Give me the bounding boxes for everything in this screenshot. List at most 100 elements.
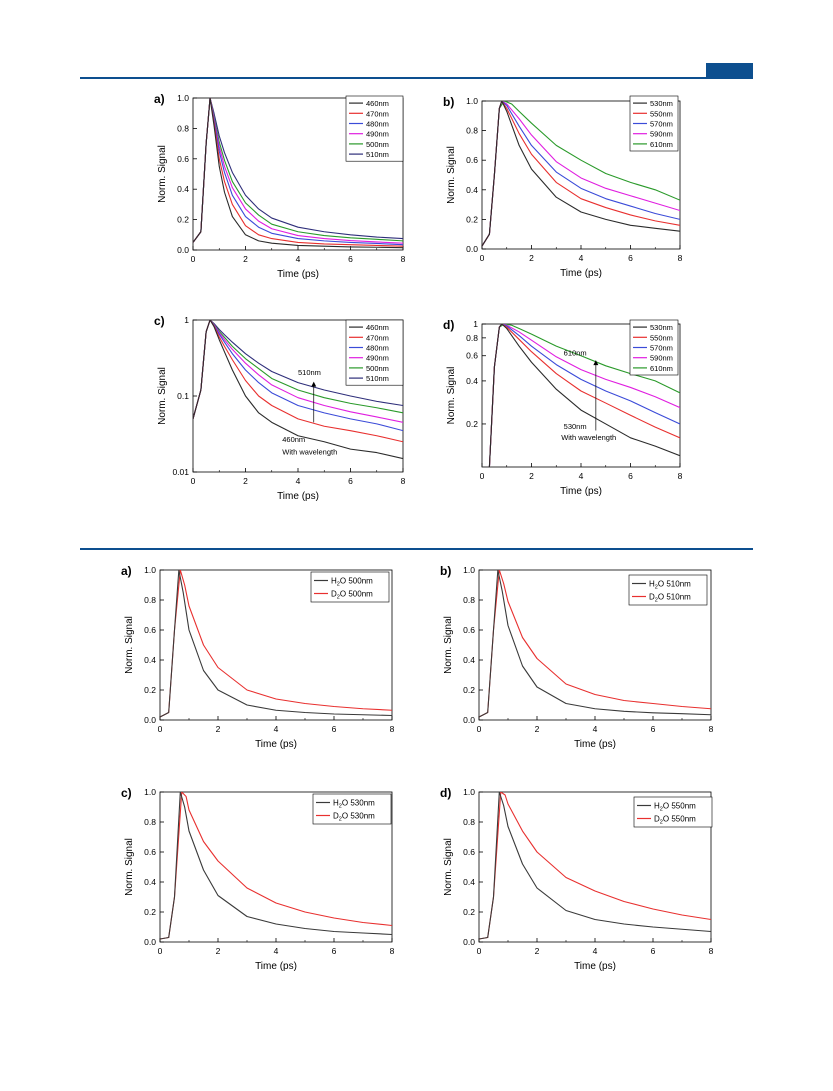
y-tick-label: 0.8 xyxy=(177,123,189,133)
legend-label: 470nm xyxy=(366,333,389,342)
legend-box xyxy=(345,319,404,386)
x-tick-label: 4 xyxy=(593,946,598,956)
chart-f2a: 0 2 4 6 8 0.0 0.2 0.4 0.6 0.8 1.0 Time (ps) Norm. Si… xyxy=(121,564,395,750)
y-tick-label: 0.4 xyxy=(144,877,156,887)
y-tick-label: 0.6 xyxy=(463,847,475,857)
legend-box xyxy=(310,571,390,603)
chart-f2b: 0 2 4 6 8 0.0 0.2 0.4 0.6 0.8 1.0 Time (ps) Norm. Si… xyxy=(440,564,714,750)
x-tick-label: 6 xyxy=(348,476,353,486)
y-tick-label: 0.8 xyxy=(466,333,478,343)
legend-label: 510nm xyxy=(366,150,389,159)
y-tick-label: 1.0 xyxy=(463,787,475,797)
y-axis-label: Norm. Signal xyxy=(124,616,135,674)
x-axis-label: Time (ps) xyxy=(277,491,319,502)
x-axis-label: Time (ps) xyxy=(560,268,602,279)
series-line-530nm xyxy=(482,101,680,247)
x-tick-label: 6 xyxy=(628,253,633,263)
legend-label: 570nm xyxy=(650,120,673,129)
annotation-text: With wavelength xyxy=(282,447,337,456)
legend-label: H2O 500nm xyxy=(331,577,373,588)
legend-label: 590nm xyxy=(650,354,673,363)
legend-label: 550nm xyxy=(650,109,673,118)
legend-label: 500nm xyxy=(366,140,389,149)
header-tab xyxy=(706,63,753,78)
legend-label: D2O 510nm xyxy=(649,593,691,604)
y-tick-label: 1.0 xyxy=(144,787,156,797)
x-tick-label: 8 xyxy=(401,476,406,486)
x-tick-label: 8 xyxy=(678,471,683,481)
legend-box xyxy=(312,793,392,825)
legend-label: 530nm xyxy=(650,323,673,332)
legend-label: H2O 530nm xyxy=(333,799,375,810)
legend-label: H2O 550nm xyxy=(654,802,696,813)
y-tick-label: 0.1 xyxy=(177,391,189,401)
x-tick-label: 4 xyxy=(274,946,279,956)
legend-label: 530nm xyxy=(650,99,673,108)
annotation-text: 530nm xyxy=(564,422,587,431)
chart-f2c: 0 2 4 6 8 0.0 0.2 0.4 0.6 0.8 1.0 Time (ps) Norm. Si… xyxy=(121,786,395,972)
legend-box xyxy=(633,796,713,828)
series-line-530nm xyxy=(482,324,680,467)
y-tick-label: 0.2 xyxy=(463,907,475,917)
y-tick-label: 0.4 xyxy=(177,184,189,194)
y-tick-label: 0.2 xyxy=(144,685,156,695)
y-tick-label: 0.4 xyxy=(466,185,478,195)
x-tick-label: 4 xyxy=(274,724,279,734)
y-tick-label: 0.4 xyxy=(463,655,475,665)
x-tick-label: 2 xyxy=(529,471,534,481)
panel-label: b) xyxy=(443,95,454,109)
x-tick-label: 4 xyxy=(579,253,584,263)
panel-label: c) xyxy=(121,786,132,800)
series-line-h2o-510nm xyxy=(479,570,711,718)
x-tick-label: 2 xyxy=(216,724,221,734)
y-axis-label: Norm. Signal xyxy=(443,616,454,674)
panel-label: c) xyxy=(154,314,165,328)
y-tick-label: 0.6 xyxy=(144,847,156,857)
legend-box xyxy=(628,574,708,606)
series-group xyxy=(193,320,403,460)
panel-label: a) xyxy=(154,92,165,106)
y-tick-label: 0.0 xyxy=(144,715,156,725)
legend-label: 480nm xyxy=(366,344,389,353)
x-tick-label: 6 xyxy=(348,254,353,264)
y-axis-label: Norm. Signal xyxy=(157,145,168,203)
x-tick-label: 0 xyxy=(480,471,485,481)
y-tick-label: 0.0 xyxy=(466,244,478,254)
header-rule xyxy=(80,77,753,79)
annotation-text: With wavelength xyxy=(561,433,616,442)
x-tick-label: 2 xyxy=(243,476,248,486)
arrow-head xyxy=(593,360,599,366)
legend-label: 550nm xyxy=(650,333,673,342)
y-tick-label: 0.6 xyxy=(463,625,475,635)
x-tick-label: 0 xyxy=(480,253,485,263)
x-tick-label: 0 xyxy=(477,724,482,734)
legend-label: 610nm xyxy=(650,140,673,149)
arrow-head xyxy=(311,381,317,387)
y-tick-label: 0.2 xyxy=(144,907,156,917)
x-tick-label: 2 xyxy=(535,946,540,956)
y-tick-label: 0.01 xyxy=(172,467,189,477)
legend-label: 470nm xyxy=(366,109,389,118)
x-tick-label: 4 xyxy=(593,724,598,734)
series-group xyxy=(479,792,711,940)
series-group xyxy=(482,101,680,247)
series-group xyxy=(160,792,392,940)
legend-label: 510nm xyxy=(366,374,389,383)
x-tick-label: 6 xyxy=(651,946,656,956)
y-tick-label: 0.6 xyxy=(466,155,478,165)
y-tick-label: 0.4 xyxy=(144,655,156,665)
legend-label: D2O 500nm xyxy=(331,590,373,601)
y-axis-label: Norm. Signal xyxy=(157,367,168,425)
y-axis-label: Norm. Signal xyxy=(124,838,135,896)
x-tick-label: 2 xyxy=(535,724,540,734)
legend-label: 610nm xyxy=(650,364,673,373)
y-tick-label: 1.0 xyxy=(177,93,189,103)
y-tick-label: 0.8 xyxy=(144,817,156,827)
y-tick-label: 0.4 xyxy=(463,877,475,887)
legend-label: 460nm xyxy=(366,323,389,332)
x-tick-label: 8 xyxy=(709,724,714,734)
y-axis-label: Norm. Signal xyxy=(446,367,457,425)
y-tick-label: 0.6 xyxy=(144,625,156,635)
y-tick-label: 0.0 xyxy=(177,245,189,255)
